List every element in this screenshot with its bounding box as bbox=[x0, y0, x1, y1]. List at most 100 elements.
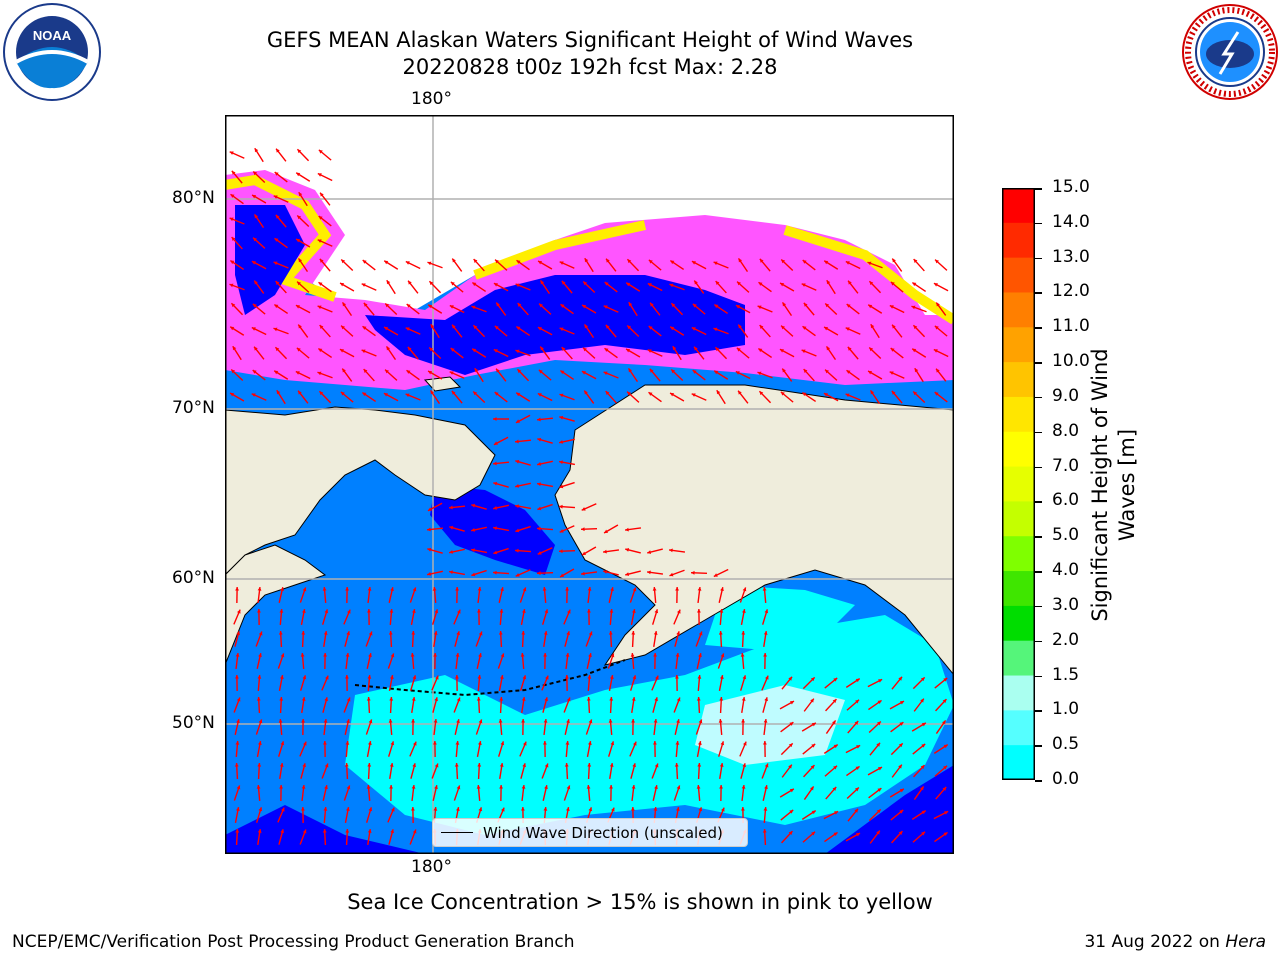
wave-arrow-head bbox=[276, 390, 281, 395]
colorbar-tick-label: 11.0 bbox=[1052, 316, 1090, 337]
wave-arrow-head bbox=[587, 587, 592, 591]
wave-arrow-head bbox=[383, 393, 388, 397]
wave-arrow-head bbox=[650, 302, 654, 307]
wave-arrow-head bbox=[869, 281, 874, 286]
wave-arrow-head bbox=[452, 324, 456, 329]
wave-arrow-head bbox=[654, 697, 659, 702]
wave-arrow-head bbox=[802, 392, 807, 397]
wave-arrow-head bbox=[870, 390, 875, 395]
wave-arrow-head bbox=[742, 587, 747, 592]
wave-arrow-head bbox=[273, 195, 278, 199]
colorbar-tick-label: 2.0 bbox=[1052, 629, 1080, 650]
wave-arrow-head bbox=[302, 763, 307, 768]
wave-arrow-head bbox=[780, 391, 785, 396]
wave-arrow-head bbox=[455, 587, 459, 591]
wave-arrow-head bbox=[454, 763, 459, 767]
wave-arrow-head bbox=[274, 304, 279, 309]
wave-arrow-head bbox=[782, 368, 786, 373]
wave-arrow-head bbox=[848, 280, 852, 285]
wave-arrow-head bbox=[235, 653, 240, 657]
wave-arrow-head bbox=[675, 741, 680, 745]
land-alaska bbox=[554, 384, 954, 676]
wave-arrow-head bbox=[781, 259, 786, 264]
wave-arrow-head bbox=[913, 259, 918, 263]
wave-arrow-head bbox=[275, 281, 280, 285]
wave-arrow-head bbox=[521, 697, 526, 701]
colorbar-cell bbox=[1002, 188, 1035, 224]
colorbar-label: Significant Height of Wind Waves [m] bbox=[1088, 348, 1139, 622]
wave-arrow-head bbox=[632, 741, 637, 746]
wave-arrow-head bbox=[604, 282, 609, 286]
wave-arrow-head bbox=[412, 741, 417, 746]
wave-arrow-head bbox=[543, 807, 548, 811]
wave-arrow-head bbox=[764, 609, 769, 614]
wave-arrow-head bbox=[610, 653, 615, 658]
wave-arrow-head bbox=[718, 631, 723, 635]
wave-arrow-head bbox=[943, 765, 948, 770]
wave-arrow-head bbox=[493, 283, 498, 287]
wave-arrow-head bbox=[544, 763, 549, 768]
wave-arrow-head bbox=[803, 369, 808, 373]
wave-arrow-head bbox=[715, 347, 720, 352]
legend-label: Wind Wave Direction (unscaled) bbox=[483, 823, 723, 842]
wave-arrow-head bbox=[788, 676, 793, 681]
wave-arrow-head bbox=[697, 609, 701, 613]
wave-arrow-head bbox=[581, 527, 585, 532]
wave-arrow-head bbox=[471, 528, 476, 532]
wave-arrow-head bbox=[298, 390, 302, 395]
wave-arrow-head bbox=[942, 720, 946, 725]
wave-arrow-head bbox=[631, 807, 635, 811]
wave-arrow-head bbox=[498, 719, 503, 723]
wave-arrow-head bbox=[647, 283, 652, 287]
wave-arrow-head bbox=[298, 258, 303, 263]
wave-arrow-head bbox=[697, 587, 702, 591]
wave-arrow-head bbox=[253, 171, 258, 176]
wave-arrow-head bbox=[564, 763, 569, 767]
wave-arrow-head bbox=[942, 699, 947, 704]
wave-arrow-head bbox=[698, 719, 703, 724]
wave-arrow-head bbox=[320, 192, 324, 197]
wave-arrow-head bbox=[802, 260, 807, 264]
wave-arrow-head bbox=[515, 528, 520, 533]
wave-arrow-head bbox=[319, 258, 324, 263]
wave-arrow-head bbox=[433, 653, 437, 657]
wave-arrow-head bbox=[515, 349, 520, 354]
wave-arrow-head bbox=[236, 785, 241, 790]
wave-arrow-head bbox=[854, 808, 859, 813]
wave-arrow-head bbox=[759, 391, 764, 396]
colorbar-tick-label: 6.0 bbox=[1052, 490, 1080, 511]
wave-arrow-head bbox=[588, 653, 592, 658]
wave-arrow-head bbox=[741, 719, 745, 723]
wave-arrow-head bbox=[810, 786, 814, 791]
colorbar-cell bbox=[1002, 327, 1035, 363]
wave-arrow-head bbox=[324, 609, 329, 614]
wave-arrow-head bbox=[385, 303, 390, 308]
wave-arrow-head bbox=[230, 393, 235, 397]
wave-arrow-head bbox=[803, 302, 808, 307]
colorbar-cell bbox=[1002, 501, 1035, 537]
wave-arrow-head bbox=[515, 484, 520, 488]
wave-arrow-head bbox=[515, 283, 520, 288]
wave-arrow-head bbox=[914, 368, 919, 373]
colorbar-tick-label: 8.0 bbox=[1052, 420, 1080, 441]
wave-arrow-head bbox=[654, 609, 659, 614]
wave-arrow-head bbox=[363, 369, 368, 373]
wave-arrow-head bbox=[559, 440, 564, 444]
wave-arrow-head bbox=[258, 631, 263, 636]
wave-arrow-head bbox=[898, 764, 902, 769]
footer-credit: NCEP/EMC/Verification Post Processing Pr… bbox=[12, 932, 575, 952]
wave-arrow-head bbox=[675, 807, 680, 811]
colorbar-cell bbox=[1002, 466, 1035, 502]
wave-arrow-head bbox=[537, 482, 541, 487]
wave-arrow-head bbox=[478, 719, 483, 724]
wave-arrow-head bbox=[676, 631, 681, 636]
wave-arrow-head bbox=[625, 572, 630, 576]
wave-arrow-head bbox=[823, 393, 828, 397]
wave-arrow-head bbox=[544, 675, 549, 680]
wave-arrow-head bbox=[361, 349, 366, 354]
wave-arrow-head bbox=[913, 325, 918, 330]
wave-arrow-head bbox=[741, 807, 745, 811]
deep-water-arctic bbox=[235, 205, 745, 375]
wave-arrow-head bbox=[631, 697, 636, 701]
wave-arrow-head bbox=[367, 763, 372, 767]
